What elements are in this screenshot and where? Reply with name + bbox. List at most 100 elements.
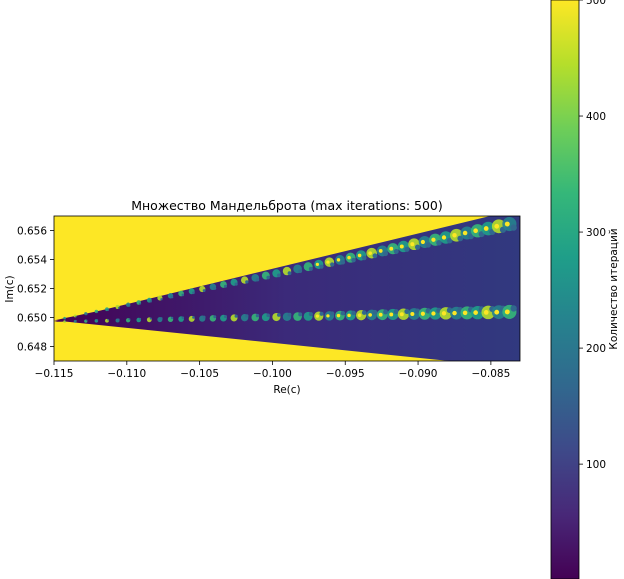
fringe-bulb [510, 305, 517, 312]
fringe-bulb [287, 312, 292, 317]
fringe-bulb [149, 300, 152, 303]
x-tick-label: −0.090 [399, 368, 438, 380]
fringe-bulb [315, 314, 320, 318]
fringe-bulb [234, 282, 238, 286]
fringe-bulb [441, 311, 447, 316]
y-tick-label: 0.656 [17, 226, 47, 238]
fringe-bulb [277, 313, 281, 317]
fringe-bulb [510, 224, 517, 231]
x-tick-label: −0.085 [471, 368, 510, 380]
fringe-bulb [357, 313, 362, 317]
fringe-bulb [117, 318, 120, 321]
fringe-bulb [245, 314, 249, 318]
x-tick-label: −0.095 [326, 368, 365, 380]
fringe-bulb [457, 235, 464, 242]
fringe-bulb [351, 310, 356, 316]
fringe-bulb [170, 295, 174, 299]
fringe-bulb [315, 262, 320, 266]
fringe-bulb [319, 264, 324, 269]
fringe-bulb [319, 311, 324, 316]
fringe-bulb [393, 248, 399, 254]
fringe-bulb [64, 320, 66, 322]
fringe-bulb [483, 310, 489, 315]
x-tick-label: −0.115 [35, 368, 74, 380]
y-tick-label: 0.652 [17, 284, 47, 296]
fringe-bulb [75, 319, 77, 322]
fringe-bulb [504, 221, 510, 227]
fringe-bulb [107, 318, 109, 321]
fringe-bulb [255, 313, 260, 318]
fringe-bulb [368, 251, 372, 256]
fringe-bulb [462, 230, 468, 236]
fringe-bulb [462, 310, 468, 316]
fringe-bulb [383, 251, 389, 257]
fringe-bulb [308, 312, 313, 317]
x-tick-label: −0.105 [180, 368, 219, 380]
fringe-bulb [192, 316, 195, 319]
colorbar-label: Количество итераций [608, 228, 620, 349]
colorbar-ticks: 100 200 300 400 500 [579, 0, 606, 471]
fringe-bulb [298, 312, 303, 317]
fringe-bulb [336, 313, 341, 318]
y-axis-ticks: 0.648 0.650 0.652 0.654 0.656 [17, 226, 54, 354]
fringe-bulb [75, 315, 77, 318]
fringe-bulb [330, 262, 335, 267]
fringe-bulb [213, 286, 217, 290]
fringe-bulb [393, 309, 399, 315]
fringe-bulb [347, 313, 351, 318]
fringe-bulb [223, 284, 228, 288]
fringe-bulb [414, 244, 421, 250]
fringe-bulb [287, 271, 292, 276]
fringe-bulb [308, 266, 313, 271]
fringe-bulb [170, 316, 174, 320]
fringe-bulb [340, 260, 346, 265]
y-tick-label: 0.650 [17, 313, 47, 325]
fringe-bulb [107, 309, 109, 311]
fringe-bulb [368, 313, 372, 317]
fringe-bulb [357, 253, 362, 258]
fringe-bulb [378, 312, 383, 317]
fringe-bulb [473, 228, 478, 234]
fringe-bulb [389, 312, 394, 317]
fringe-bulb [340, 310, 346, 316]
fringe-bulb [128, 304, 131, 307]
colorbar-tick-label: 400 [586, 111, 606, 123]
fringe-bulb [420, 311, 425, 316]
fringe-bulb [86, 319, 88, 322]
fringe-bulb [431, 311, 436, 316]
colorbar-tick-label: 200 [586, 343, 606, 355]
fringe-bulb [223, 314, 228, 318]
fringe-bulb [326, 314, 330, 318]
fringe-bulb [372, 253, 378, 259]
x-axis-label: Re(c) [273, 384, 300, 396]
fringe-bulb [192, 291, 195, 295]
fringe-bulb [347, 255, 351, 260]
x-axis-ticks: −0.115 −0.110 −0.105 −0.100 −0.095 −0.090 −0.0… [35, 361, 510, 380]
fringe-bulb [336, 258, 341, 262]
fringe-bulb [64, 318, 66, 320]
fringe-bulb [96, 319, 99, 321]
fringe-bulb [372, 309, 378, 315]
y-tick-label: 0.654 [17, 255, 47, 267]
fringe-bulb [399, 244, 404, 249]
fringe-bulb [383, 309, 389, 315]
chart-title: Множество Мандельброта (max iterations: … [131, 198, 443, 213]
fringe-bulb [245, 280, 249, 284]
fringe-bulb [149, 317, 152, 320]
fringe-bulb [389, 246, 394, 251]
fringe-bulb [441, 235, 447, 240]
fringe-bulb [139, 317, 142, 320]
x-tick-label: −0.110 [107, 368, 146, 380]
fringe-bulb [436, 240, 442, 246]
fringe-bulb [326, 260, 330, 264]
colorbar-tick-label: 500 [586, 0, 606, 7]
fringe-bulb [330, 311, 335, 316]
fringe-bulb [504, 309, 510, 315]
fringe-bulb [446, 237, 453, 244]
colorbar-tick-label: 300 [586, 227, 606, 239]
fringe-bulb [351, 257, 356, 263]
fringe-bulb [266, 313, 270, 318]
fringe-bulb [452, 310, 457, 316]
x-tick-label: −0.100 [253, 368, 292, 380]
fringe-bulb [181, 316, 185, 319]
